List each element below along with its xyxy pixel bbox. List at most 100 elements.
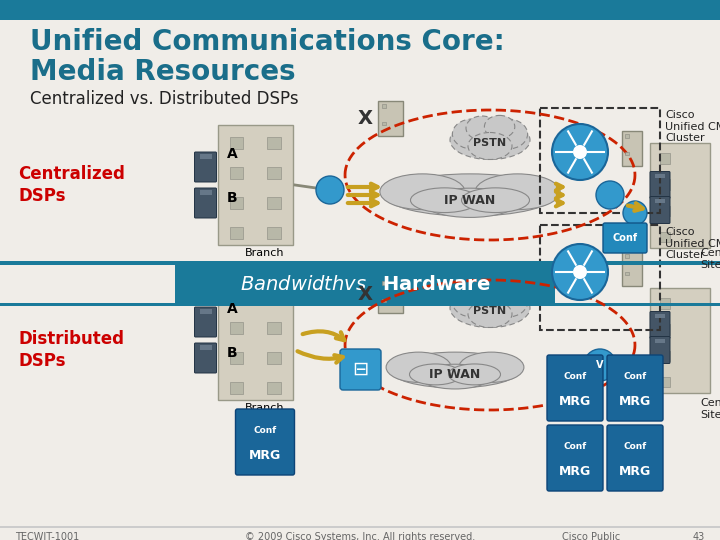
Ellipse shape	[468, 300, 512, 327]
Bar	[267, 227, 281, 239]
Ellipse shape	[487, 119, 528, 149]
Bar	[660, 206, 670, 216]
Circle shape	[626, 368, 650, 392]
Circle shape	[596, 181, 624, 209]
Ellipse shape	[466, 284, 498, 308]
Bar	[660, 350, 670, 361]
Text: MRG: MRG	[249, 449, 281, 462]
Text: Conf: Conf	[563, 373, 587, 381]
Bar	[267, 292, 281, 304]
Text: Conf: Conf	[253, 427, 276, 435]
Text: Cisco
Unified CM
Cluster: Cisco Unified CM Cluster	[665, 110, 720, 143]
Ellipse shape	[487, 287, 528, 317]
Text: Cisco Public: Cisco Public	[562, 532, 620, 540]
Bar	[230, 167, 243, 179]
FancyBboxPatch shape	[603, 223, 647, 253]
FancyBboxPatch shape	[235, 409, 294, 475]
Text: Conf: Conf	[624, 373, 647, 381]
Bar	[660, 232, 670, 242]
Ellipse shape	[380, 174, 465, 210]
Text: Conf: Conf	[563, 442, 587, 451]
Ellipse shape	[450, 288, 530, 327]
Text: PSTN: PSTN	[474, 306, 507, 316]
Text: A: A	[227, 146, 238, 160]
Bar	[622, 131, 642, 165]
Text: Conf: Conf	[624, 442, 647, 451]
FancyBboxPatch shape	[194, 343, 217, 373]
Text: Unified Communications Core:: Unified Communications Core:	[30, 28, 505, 56]
Text: Distributed
DSPs: Distributed DSPs	[18, 330, 124, 370]
Text: Branch: Branch	[246, 403, 284, 413]
Bar	[230, 322, 243, 334]
Bar	[267, 352, 281, 364]
Ellipse shape	[449, 364, 500, 385]
Ellipse shape	[410, 364, 462, 385]
Ellipse shape	[459, 352, 524, 382]
Bar	[267, 167, 281, 179]
Bar	[654, 314, 665, 318]
Bar	[377, 100, 402, 136]
Bar	[267, 197, 281, 209]
Ellipse shape	[410, 188, 479, 213]
Bar	[230, 352, 243, 364]
FancyBboxPatch shape	[547, 425, 603, 491]
Bar	[199, 154, 212, 159]
Bar	[377, 278, 402, 313]
Bar	[230, 137, 243, 149]
Ellipse shape	[485, 116, 515, 138]
Text: Centralized
DSPs: Centralized DSPs	[18, 165, 125, 205]
Text: A: A	[227, 302, 238, 315]
Ellipse shape	[468, 132, 512, 159]
Bar	[267, 322, 281, 334]
Text: Centralized vs. Distributed DSPs: Centralized vs. Distributed DSPs	[30, 90, 299, 108]
Bar	[0, 526, 720, 528]
Bar	[660, 153, 670, 164]
FancyBboxPatch shape	[194, 188, 217, 218]
FancyBboxPatch shape	[194, 307, 217, 337]
Circle shape	[584, 349, 616, 381]
Ellipse shape	[452, 287, 492, 317]
Text: MRG: MRG	[619, 395, 651, 408]
Bar	[199, 346, 212, 349]
Bar	[382, 104, 386, 107]
Bar	[267, 382, 281, 394]
Bar	[660, 298, 670, 308]
FancyBboxPatch shape	[650, 197, 670, 224]
Ellipse shape	[390, 352, 520, 388]
Bar	[230, 227, 243, 239]
Circle shape	[623, 201, 647, 225]
Text: V: V	[596, 360, 604, 370]
Circle shape	[573, 145, 587, 159]
Bar	[654, 174, 665, 178]
FancyBboxPatch shape	[607, 355, 663, 421]
Bar	[230, 292, 243, 304]
Bar	[625, 134, 629, 138]
Ellipse shape	[475, 174, 560, 210]
Ellipse shape	[452, 119, 492, 149]
Ellipse shape	[423, 188, 517, 218]
Bar	[0, 0, 720, 20]
Bar	[660, 377, 670, 387]
Bar	[660, 324, 670, 335]
Bar	[654, 339, 665, 342]
FancyBboxPatch shape	[340, 349, 381, 390]
Bar	[217, 280, 292, 400]
Bar	[230, 197, 243, 209]
FancyBboxPatch shape	[650, 312, 670, 339]
Text: Media Resources: Media Resources	[30, 58, 296, 86]
Text: ⊟: ⊟	[352, 360, 368, 379]
Text: X: X	[358, 286, 372, 305]
Ellipse shape	[385, 174, 555, 216]
Bar	[217, 125, 292, 245]
Bar	[0, 261, 720, 265]
Text: $ Bandwidth vs. $ Hardware: $ Bandwidth vs. $ Hardware	[240, 274, 490, 294]
Text: TECWIT-1001: TECWIT-1001	[15, 532, 79, 540]
Text: MRG: MRG	[619, 465, 651, 478]
Bar	[625, 152, 629, 155]
Text: IP WAN: IP WAN	[429, 368, 481, 381]
Text: Branch: Branch	[246, 248, 284, 258]
Text: B: B	[228, 191, 238, 205]
Bar	[625, 254, 629, 258]
Bar	[654, 199, 665, 202]
Bar	[650, 287, 710, 393]
